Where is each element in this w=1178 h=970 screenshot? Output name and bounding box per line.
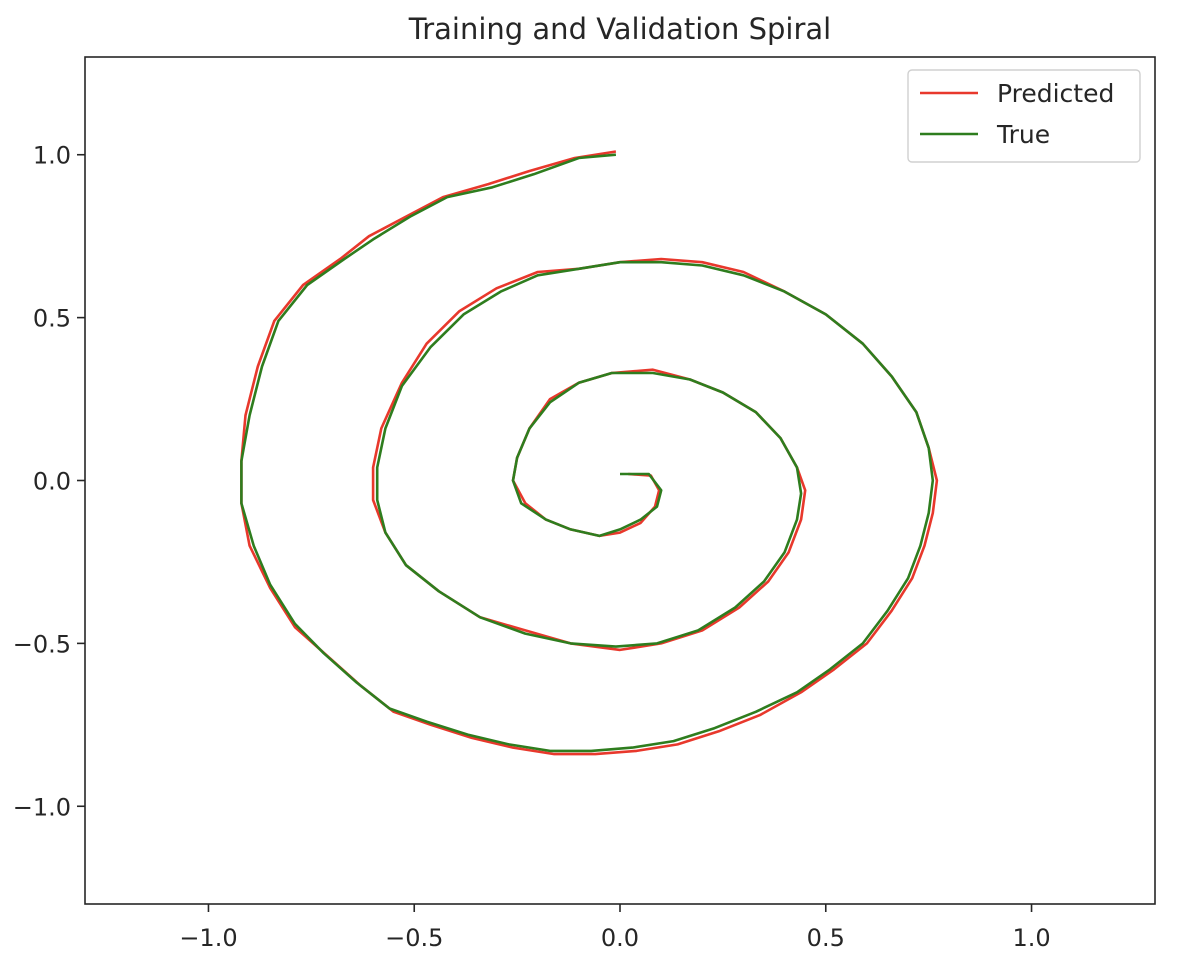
series-layer xyxy=(240,150,939,756)
y-tick-label: −1.0 xyxy=(13,793,71,821)
x-tick-label: 1.0 xyxy=(1012,924,1050,952)
x-tick-label: −0.5 xyxy=(385,924,443,952)
x-tick-label: 0.0 xyxy=(601,924,639,952)
axis-layer: −1.0 −0.5 0.0 0.5 1.0 1.0 0.5 0.0 −0.5 −1.0 xyxy=(13,142,1051,952)
y-tick-label: −0.5 xyxy=(13,630,71,658)
plot-area xyxy=(84,56,1156,905)
chart-title: Training and Validation Spiral xyxy=(408,12,831,46)
legend-predicted-label: Predicted xyxy=(997,79,1114,108)
legend: Predicted True xyxy=(907,69,1141,163)
x-tick-label: −1.0 xyxy=(179,924,237,952)
x-tick-label: 0.5 xyxy=(807,924,845,952)
y-tick-label: 1.0 xyxy=(33,142,71,170)
series-line-true xyxy=(240,153,935,753)
y-tick-label: 0.5 xyxy=(33,305,71,333)
legend-true-label: True xyxy=(996,120,1050,149)
y-tick-label: 0.0 xyxy=(33,468,71,496)
